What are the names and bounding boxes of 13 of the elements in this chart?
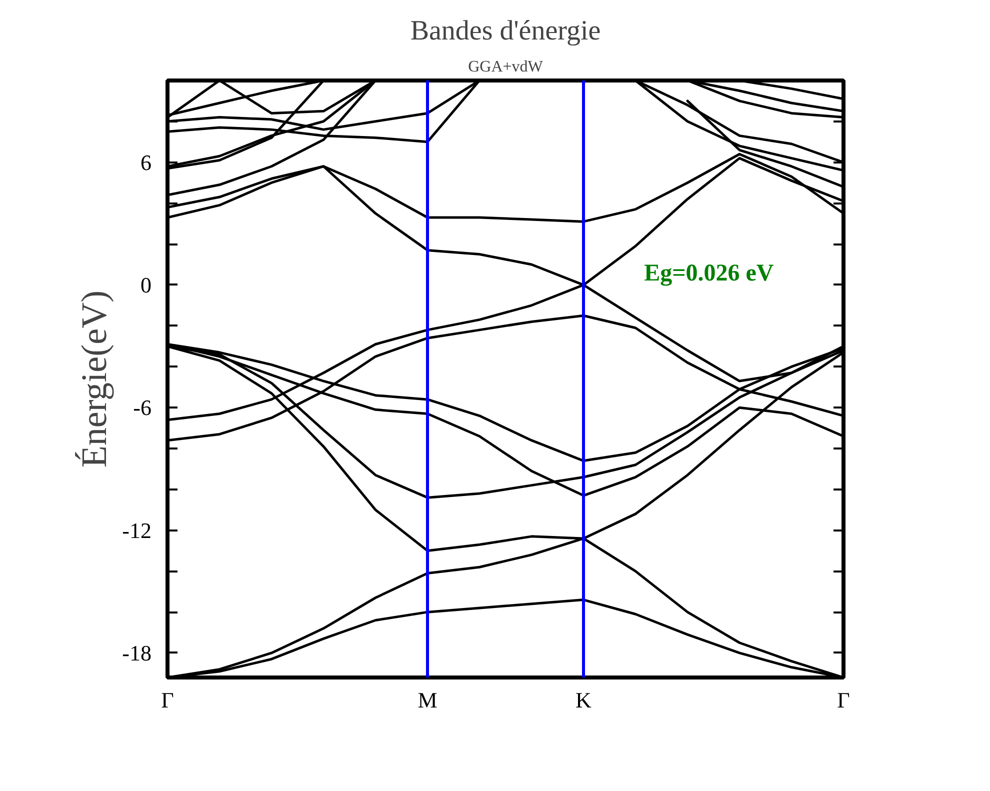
x-tick-label: K — [576, 688, 592, 712]
annotation: Eg=0.026 eV — [644, 260, 774, 286]
x-tick-label: M — [418, 688, 438, 712]
y-tick-label: 0 — [140, 272, 152, 298]
y-tick-label: 6 — [140, 150, 152, 175]
y-tick-label: -18 — [122, 640, 152, 666]
y-axis-title: Énergie(eV) — [74, 290, 114, 468]
y-tick-label: -12 — [122, 518, 152, 543]
x-tick-label: Γ — [161, 688, 174, 712]
y-tick-label: -6 — [133, 395, 152, 420]
chart-title: Bandes d'énergie — [410, 16, 601, 46]
x-tick-label: Γ — [837, 688, 850, 712]
chart-subtitle: GGA+vdW — [468, 58, 544, 76]
